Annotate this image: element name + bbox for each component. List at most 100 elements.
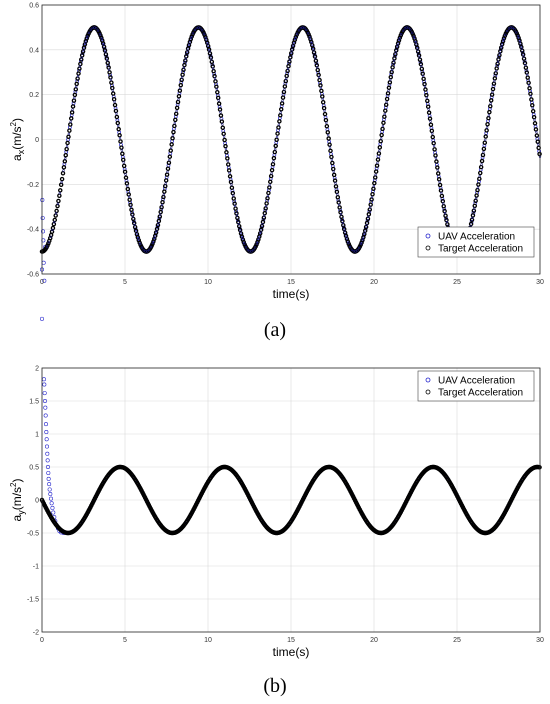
data-point: [536, 143, 540, 146]
data-point: [410, 31, 414, 34]
data-point: [233, 206, 238, 211]
data-point: [325, 130, 331, 135]
data-point: [204, 37, 208, 40]
data-point: [288, 55, 293, 60]
data-point: [429, 128, 435, 134]
data-point: [175, 109, 178, 113]
data-point: [365, 216, 371, 221]
data-point: [438, 180, 441, 184]
data-point: [277, 123, 281, 126]
legend-entry: UAV Acceleration: [438, 376, 515, 387]
data-point: [241, 236, 244, 240]
data-point: [123, 175, 129, 180]
x-tick-label: 15: [287, 279, 295, 286]
data-point: [487, 114, 491, 117]
data-point: [60, 181, 63, 184]
data-point: [372, 175, 378, 180]
data-point: [109, 80, 114, 85]
data-point: [74, 85, 78, 89]
data-point: [169, 142, 174, 147]
data-point: [93, 26, 96, 29]
data-point: [283, 88, 286, 91]
data-point: [335, 194, 341, 200]
data-point: [244, 246, 248, 249]
data-point: [310, 42, 313, 45]
data-point: [63, 152, 68, 158]
data-point: [157, 222, 160, 225]
data-point: [232, 194, 235, 197]
data-point: [433, 153, 438, 158]
data-point: [236, 219, 241, 225]
transient-point: [39, 316, 44, 321]
data-point: [76, 71, 81, 76]
data-point: [368, 202, 373, 207]
data-point: [95, 27, 98, 30]
data-point: [261, 217, 266, 222]
data-point: [423, 87, 428, 92]
data-point: [416, 53, 422, 58]
data-point: [65, 145, 69, 148]
data-point: [262, 210, 268, 216]
data-point: [527, 85, 532, 91]
data-point: [66, 134, 71, 140]
data-point: [537, 465, 542, 470]
data-point: [138, 242, 142, 246]
data-point: [184, 50, 190, 55]
data-point: [61, 165, 67, 170]
data-point: [64, 146, 69, 152]
data-point: [222, 137, 227, 143]
data-point: [229, 185, 235, 190]
data-point: [425, 98, 430, 104]
data-point: [223, 143, 228, 149]
data-point: [130, 212, 135, 217]
data-point: [125, 186, 131, 192]
data-point: [225, 162, 231, 167]
data-point: [333, 184, 339, 189]
data-point: [379, 137, 383, 140]
data-point: [193, 28, 197, 32]
panel-b: 0 5 10 15 20 25 30 -2 -1.5 -1 -0.5 0 0.5 1 1.5 2 time(s…: [9, 366, 544, 698]
data-point: [72, 92, 78, 98]
data-point: [500, 44, 503, 48]
data-point: [388, 74, 394, 80]
data-point: [319, 88, 324, 94]
data-point: [274, 137, 279, 142]
data-point: [166, 170, 169, 174]
data-point: [121, 157, 126, 163]
transient-point: [45, 451, 50, 456]
data-point: [320, 100, 326, 105]
data-point: [421, 74, 425, 78]
data-point: [51, 228, 54, 232]
data-point: [436, 169, 439, 172]
data-point: [230, 190, 236, 196]
data-point: [324, 123, 330, 129]
data-point: [260, 219, 266, 225]
data-point: [270, 172, 273, 175]
data-point: [524, 70, 530, 75]
data-point: [370, 195, 374, 199]
data-point: [259, 223, 265, 229]
data-point: [146, 250, 149, 253]
data-point: [319, 86, 323, 90]
data-point: [376, 161, 379, 165]
legend-entry: Target Acceleration: [438, 244, 523, 255]
data-point: [202, 32, 206, 35]
data-point: [126, 192, 131, 197]
y-axis-label-a: ax(m/s2): [9, 118, 26, 161]
data-point: [111, 96, 117, 102]
data-point: [158, 209, 163, 215]
data-point: [323, 109, 326, 113]
legend-box: [417, 226, 535, 258]
data-point: [328, 146, 332, 149]
data-point: [383, 102, 389, 108]
transient-point: [42, 382, 47, 387]
data-point: [440, 198, 446, 204]
transient-point: [44, 444, 49, 449]
data-point: [390, 65, 395, 70]
data-point: [365, 223, 368, 227]
data-point: [337, 203, 341, 206]
transient-point: [48, 492, 53, 497]
data-point: [135, 231, 138, 234]
data-point: [287, 59, 292, 64]
data-point: [127, 197, 132, 203]
